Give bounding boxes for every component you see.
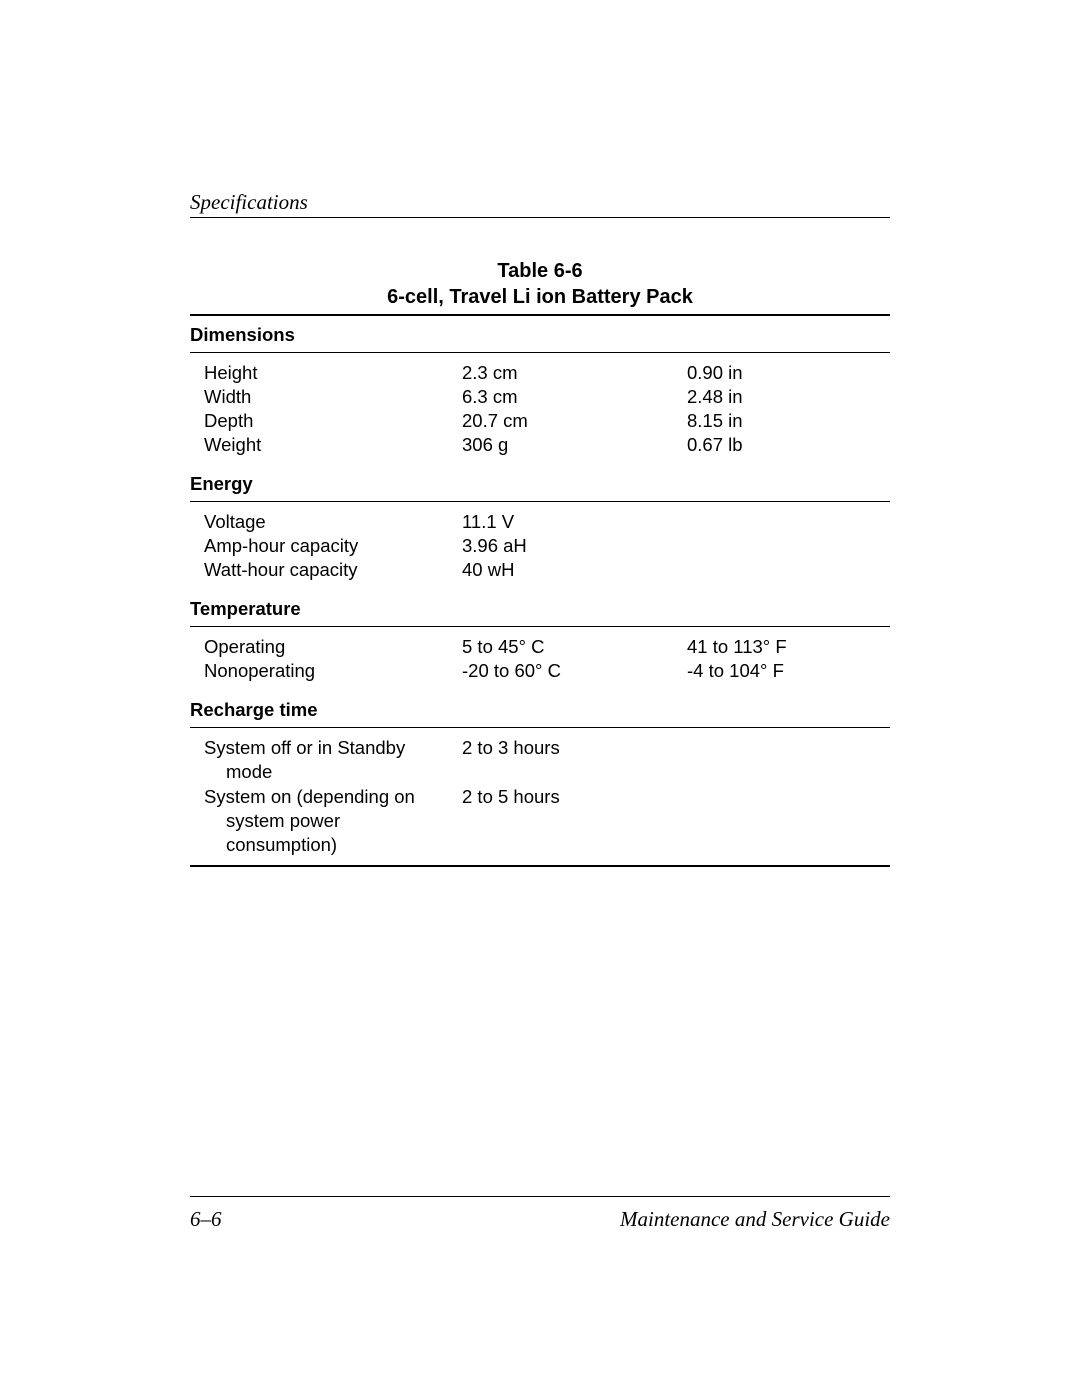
cell-value: 3.96 aH xyxy=(462,534,687,558)
cell-imperial: 8.15 in xyxy=(687,409,890,433)
table-row: System off or in Standby 2 to 3 hours xyxy=(204,736,890,760)
section-temperature-rows: Operating 5 to 45° C 41 to 113° F Nonope… xyxy=(190,627,890,691)
table-number: Table 6-6 xyxy=(190,258,890,284)
cell-label-cont: system power xyxy=(204,809,484,833)
section-dimensions-rows: Height 2.3 cm 0.90 in Width 6.3 cm 2.48 … xyxy=(190,353,890,465)
cell-label: Weight xyxy=(204,433,462,457)
cell-label-cont: consumption) xyxy=(204,833,484,857)
table-row: Voltage 11.1 V xyxy=(204,510,890,534)
table-row: consumption) xyxy=(204,833,890,857)
page-header: Specifications xyxy=(190,190,308,214)
cell-label: System off or in Standby xyxy=(204,736,462,760)
cell-label: Amp-hour capacity xyxy=(204,534,462,558)
cell-value: 40 wH xyxy=(462,558,687,582)
cell-metric: 20.7 cm xyxy=(462,409,687,433)
cell-label: Height xyxy=(204,361,462,385)
table-row: Watt-hour capacity 40 wH xyxy=(204,558,890,582)
cell-label: Nonoperating xyxy=(204,659,462,683)
cell-label: Width xyxy=(204,385,462,409)
cell-metric: 2.3 cm xyxy=(462,361,687,385)
cell-label: Depth xyxy=(204,409,462,433)
table-row: System on (depending on 2 to 5 hours xyxy=(204,785,890,809)
cell-value: 2 to 3 hours xyxy=(462,736,687,760)
cell-imperial: 0.90 in xyxy=(687,361,890,385)
cell-metric: 306 g xyxy=(462,433,687,457)
cell-value: 2 to 5 hours xyxy=(462,785,687,809)
table-row: mode xyxy=(204,760,890,784)
section-energy-title: Energy xyxy=(190,465,890,502)
cell-label: Voltage xyxy=(204,510,462,534)
table-row: Operating 5 to 45° C 41 to 113° F xyxy=(204,635,890,659)
cell-metric: 6.3 cm xyxy=(462,385,687,409)
cell-fahrenheit: -4 to 104° F xyxy=(687,659,890,683)
cell-imperial: 0.67 lb xyxy=(687,433,890,457)
section-recharge-rows: System off or in Standby 2 to 3 hours mo… xyxy=(190,728,890,864)
page-number: 6–6 xyxy=(190,1207,222,1232)
table-row: Width 6.3 cm 2.48 in xyxy=(204,385,890,409)
table-row: Height 2.3 cm 0.90 in xyxy=(204,361,890,385)
cell-imperial: 2.48 in xyxy=(687,385,890,409)
cell-label-cont: mode xyxy=(204,760,484,784)
section-energy-rows: Voltage 11.1 V Amp-hour capacity 3.96 aH… xyxy=(190,502,890,590)
table-row: Weight 306 g 0.67 lb xyxy=(204,433,890,457)
table-row: system power xyxy=(204,809,890,833)
table-row: Depth 20.7 cm 8.15 in xyxy=(204,409,890,433)
cell-label: System on (depending on xyxy=(204,785,462,809)
section-temperature-title: Temperature xyxy=(190,590,890,627)
page-footer: 6–6 Maintenance and Service Guide xyxy=(190,1196,890,1232)
document-page: Specifications Table 6-6 6-cell, Travel … xyxy=(0,0,1080,1397)
section-dimensions-title: Dimensions xyxy=(190,316,890,353)
cell-celsius: -20 to 60° C xyxy=(462,659,687,683)
table-row: Amp-hour capacity 3.96 aH xyxy=(204,534,890,558)
section-recharge-title: Recharge time xyxy=(190,691,890,728)
table-row: Nonoperating -20 to 60° C -4 to 104° F xyxy=(204,659,890,683)
page-header-rule: Specifications xyxy=(190,190,890,218)
footer-title: Maintenance and Service Guide xyxy=(620,1207,890,1232)
table-title: 6-cell, Travel Li ion Battery Pack xyxy=(190,284,890,314)
cell-label: Watt-hour capacity xyxy=(204,558,462,582)
cell-label: Operating xyxy=(204,635,462,659)
cell-celsius: 5 to 45° C xyxy=(462,635,687,659)
cell-value: 11.1 V xyxy=(462,510,687,534)
cell-fahrenheit: 41 to 113° F xyxy=(687,635,890,659)
spec-table: Dimensions Height 2.3 cm 0.90 in Width 6… xyxy=(190,314,890,867)
